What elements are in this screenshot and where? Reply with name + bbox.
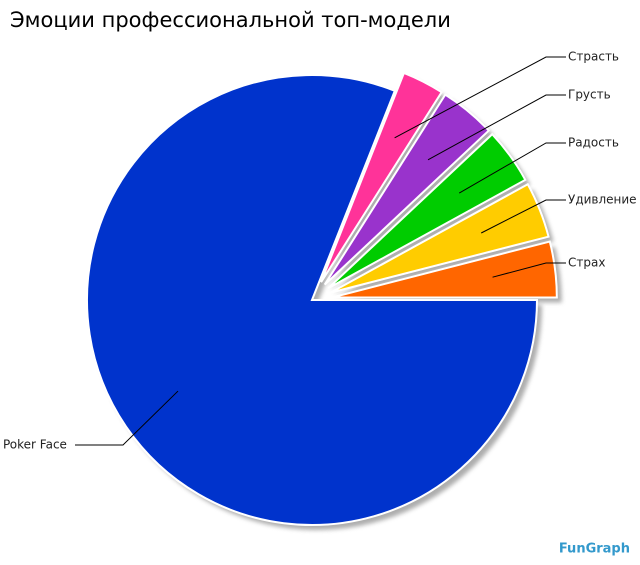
leader-line — [492, 262, 566, 278]
leader-line — [394, 56, 566, 139]
slice — [327, 132, 527, 290]
slice-label: Удивление — [568, 193, 637, 207]
leader-line — [480, 199, 566, 234]
watermark: FunGraph — [559, 542, 630, 557]
leader-line — [458, 142, 566, 194]
slice — [320, 71, 444, 283]
slice — [323, 93, 491, 286]
slice-label: Грусть — [568, 88, 611, 102]
slice-label: Радость — [568, 136, 619, 150]
slice-label: Poker Face — [3, 438, 67, 452]
chart-title: Эмоции профессиональной топ-модели — [10, 8, 451, 32]
slices — [86, 71, 558, 526]
slice-label: Страх — [568, 256, 605, 270]
slice-label: Страсть — [568, 50, 619, 64]
leader-line — [75, 390, 179, 446]
slice — [330, 182, 550, 294]
labels: Страх Удивление Радость Грусть Страсть Poker … — [3, 50, 637, 452]
leader-line — [427, 94, 566, 161]
slice — [86, 74, 539, 526]
slice — [331, 240, 558, 299]
